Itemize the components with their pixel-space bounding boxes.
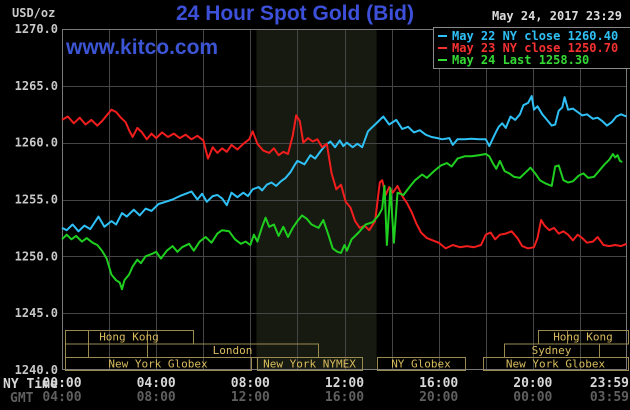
gmt-time-tick-label: 08:00 — [137, 390, 176, 405]
y-axis-tick-label: 1260.0 — [15, 136, 58, 150]
session-box — [65, 343, 148, 358]
chart-timestamp: May 24, 2017 23:29 — [491, 9, 622, 23]
ny-time-tick-label: 16:00 — [419, 376, 458, 391]
kitco-watermark-link[interactable]: www.kitco.com — [66, 36, 219, 59]
gmt-time-tick-label: 04:00 — [42, 390, 81, 405]
session-label: Sydney — [532, 344, 572, 357]
session-label: Hong Kong — [99, 331, 159, 344]
legend-entry-may23: May 23 NY close 1250.70 — [438, 42, 630, 54]
y-axis-tick-label: 1265.0 — [15, 79, 58, 93]
gmt-time-tick-label: 00:00 — [513, 390, 552, 405]
session-box — [257, 357, 363, 371]
plot-border — [62, 29, 627, 370]
legend-line-sample-icon — [438, 59, 447, 61]
legend-label: May 24 Last 1258.30 — [452, 53, 590, 67]
session-box — [377, 357, 466, 371]
legend-entry-may24: May 24 Last 1258.30 — [438, 54, 630, 66]
price-line-may24 — [61, 153, 623, 291]
ny-time-tick-label: 20:00 — [513, 376, 552, 391]
legend-line-sample-icon — [438, 47, 447, 49]
y-axis-units-label: USD/oz — [12, 6, 56, 20]
gmt-time-tick-label: 16:00 — [325, 390, 364, 405]
ny-time-tick-label: 04:00 — [137, 376, 176, 391]
gmt-axis-label: GMT — [10, 391, 34, 406]
gmt-time-tick-label: 03:59 — [590, 390, 629, 405]
legend-label: May 22 NY close 1260.40 — [452, 29, 619, 43]
ny-time-tick-label: 23:59 — [590, 376, 629, 391]
session-box — [65, 357, 252, 371]
price-line-may22 — [61, 95, 627, 233]
ny-time-tick-label: 08:00 — [231, 376, 270, 391]
legend-entry-may22: May 22 NY close 1260.40 — [438, 30, 630, 42]
page-title: 24 Hour Spot Gold (Bid) — [176, 2, 414, 25]
session-label: New York Globex — [108, 358, 208, 371]
y-axis-tick-label: 1240.0 — [15, 363, 58, 377]
ny-time-tick-label: 00:00 — [42, 376, 81, 391]
legend-label: May 23 NY close 1250.70 — [452, 41, 619, 55]
y-axis-tick-label: 1270.0 — [15, 22, 58, 36]
y-axis-tick-label: 1245.0 — [15, 306, 58, 320]
y-axis-tick-label: 1250.0 — [15, 249, 58, 263]
legend-line-sample-icon — [438, 35, 447, 37]
ny-time-axis-label: NY Time — [3, 377, 58, 392]
nymex-session-shading — [256, 29, 377, 370]
session-label: Hong Kong — [553, 331, 613, 344]
session-label: New York Globex — [506, 358, 606, 371]
ny-time-tick-label: 12:00 — [325, 376, 364, 391]
session-label: NY Globex — [391, 358, 451, 371]
session-label: London — [213, 344, 253, 357]
gmt-time-tick-label: 12:00 — [231, 390, 270, 405]
session-box — [483, 357, 629, 371]
session-label: New York NYMEX — [263, 358, 356, 371]
price-line-may23 — [61, 108, 627, 250]
gmt-time-tick-label: 20:00 — [419, 390, 458, 405]
y-axis-tick-label: 1255.0 — [15, 193, 58, 207]
legend-box: May 22 NY close 1260.40 May 23 NY close … — [433, 27, 630, 69]
